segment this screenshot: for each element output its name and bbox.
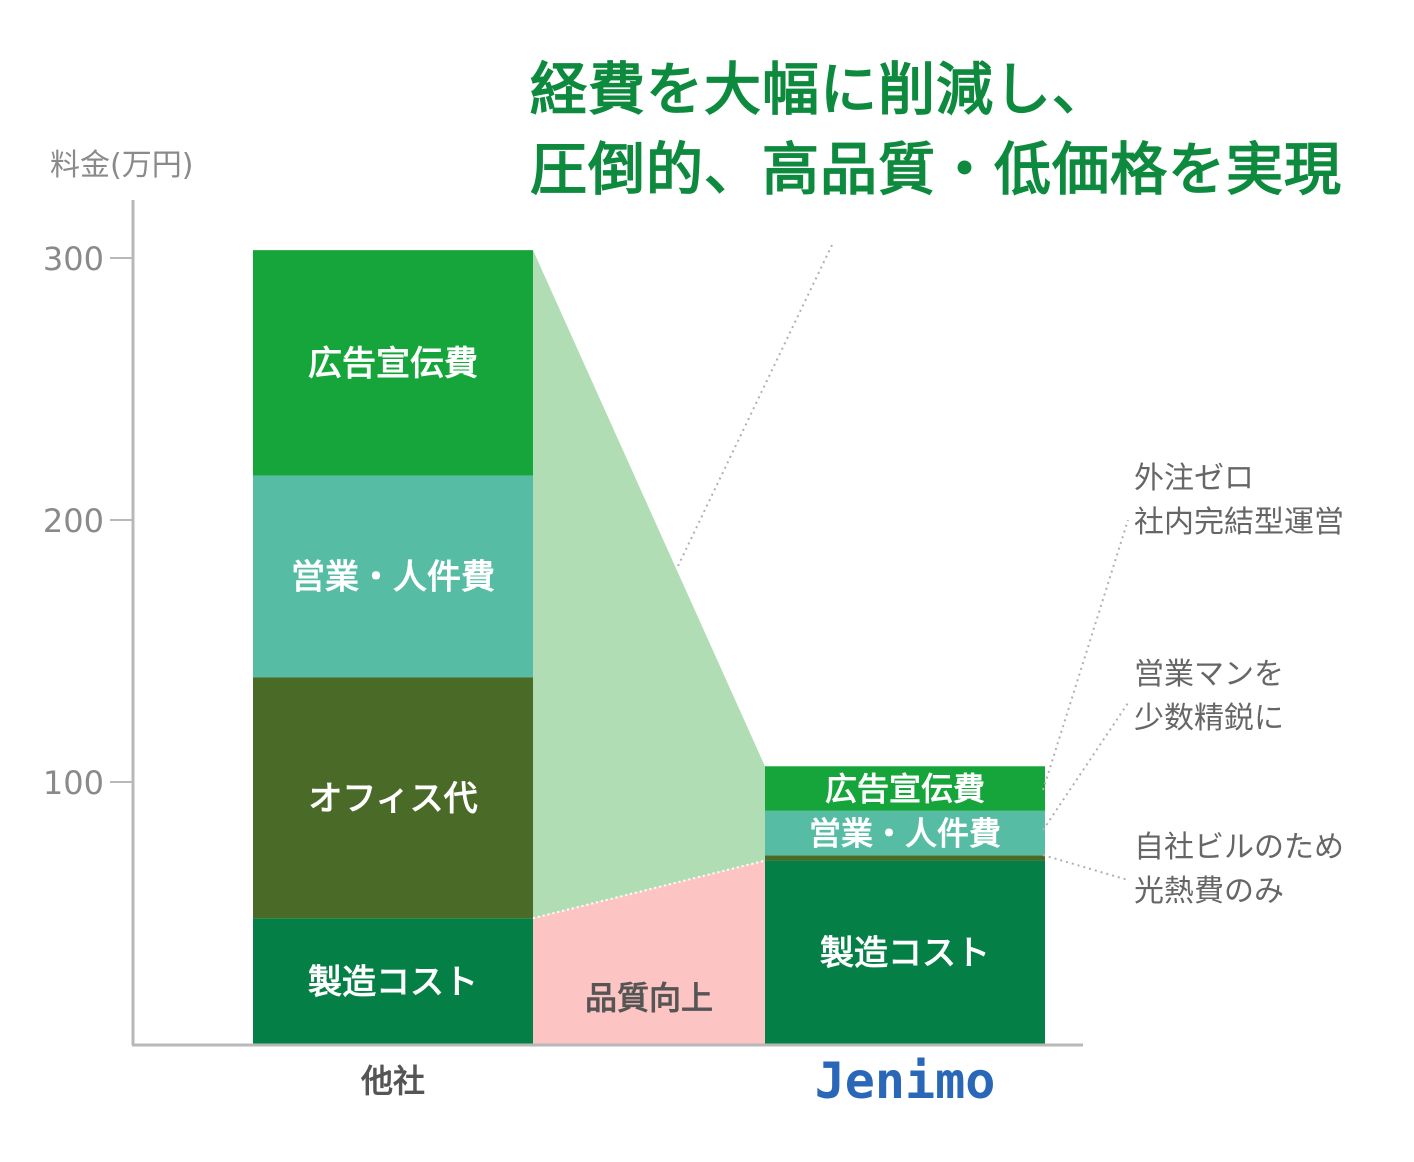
note-text: 外注ゼロ (1134, 461, 1254, 496)
reduction-band (533, 250, 765, 919)
note-leader-line (1042, 854, 1129, 881)
brand-logo-jenimo: Jenimo (815, 1052, 996, 1110)
bar-segment-label: 営業・人件費 (809, 815, 1001, 853)
y-axis-label: 料金(万円) (50, 148, 194, 183)
bar-segment-1-3 (765, 766, 1045, 811)
note-leader-line (1042, 519, 1129, 791)
bar-segment-0-1 (253, 677, 533, 919)
category-label-other: 他社 (360, 1062, 425, 1100)
headline-leader-line (677, 244, 833, 567)
bar-segment-1-2 (765, 810, 1045, 856)
bar-segment-label: 広告宣伝費 (308, 344, 478, 384)
bar-segment-label: 営業・人件費 (291, 558, 495, 598)
note-text: 営業マンを (1134, 657, 1284, 692)
bar-segment-0-0 (253, 918, 533, 1044)
quality-band-label: 品質向上 (585, 979, 713, 1017)
bar-segment-label: 広告宣伝費 (825, 770, 985, 808)
bar-segment-0-3 (253, 250, 533, 476)
y-tick-label: 100 (43, 764, 104, 802)
headline-line-1: 経費を大幅に削減し、 (530, 57, 1110, 123)
note-text: 社内完結型運営 (1134, 505, 1344, 540)
bar-segment-0-2 (253, 475, 533, 678)
headline: 経費を大幅に削減し、 圧倒的、高品質・低価格を実現 (530, 50, 1410, 210)
quality-band (533, 860, 765, 1044)
headline-line-2: 圧倒的、高品質・低価格を実現 (530, 137, 1342, 203)
bar-segment-label: 製造コスト (308, 962, 478, 1002)
bar-segment-1-1 (765, 855, 1045, 861)
bar-segment-1-0 (765, 860, 1045, 1044)
note-text: 少数精鋭に (1134, 701, 1284, 736)
note-text: 光熱費のみ (1134, 874, 1284, 909)
note-text: 自社ビルのため (1134, 830, 1344, 865)
y-tick-label: 200 (43, 502, 104, 540)
y-tick-label: 300 (43, 240, 104, 278)
bar-segment-label: オフィス代 (308, 779, 477, 819)
bar-segment-label: 製造コスト (820, 934, 990, 974)
note-leader-line (1042, 702, 1129, 831)
